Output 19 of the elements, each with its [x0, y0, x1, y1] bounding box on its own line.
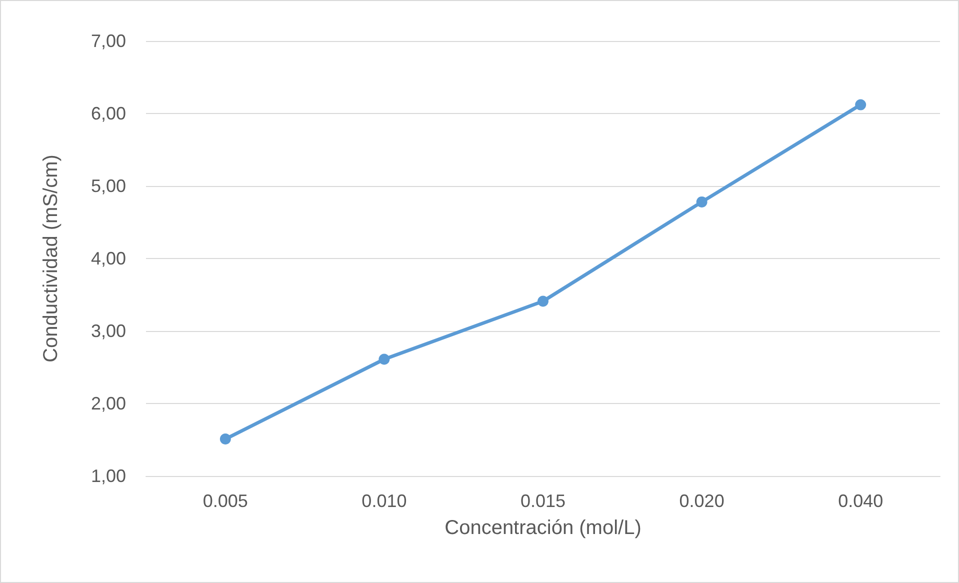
- point: [220, 434, 231, 445]
- point: [696, 196, 708, 208]
- y-axis-title: Conductividad (mS/cm): [40, 154, 62, 362]
- x-tick-label: 0.010: [362, 491, 407, 511]
- x-tick-label: 0.005: [202, 491, 248, 511]
- y-tick-label: 1,00: [90, 466, 126, 486]
- y-tick-label: 7,00: [90, 31, 126, 51]
- x-axis-title: Concentración (mol/L): [444, 517, 642, 539]
- y-tick-label: 3,00: [90, 321, 126, 341]
- point: [538, 296, 548, 307]
- x-tick-label: 0.020: [679, 491, 724, 511]
- point: [855, 99, 866, 110]
- point: [378, 354, 390, 365]
- y-tick-label: 6,00: [90, 104, 126, 124]
- y-tick-label: 2,00: [90, 394, 126, 414]
- x-tick-label: 0.015: [520, 491, 566, 511]
- y-tick-label: 4,00: [90, 248, 126, 268]
- y-tick-label: 5,00: [90, 176, 126, 196]
- x-tick-label: 0.040: [838, 491, 884, 511]
